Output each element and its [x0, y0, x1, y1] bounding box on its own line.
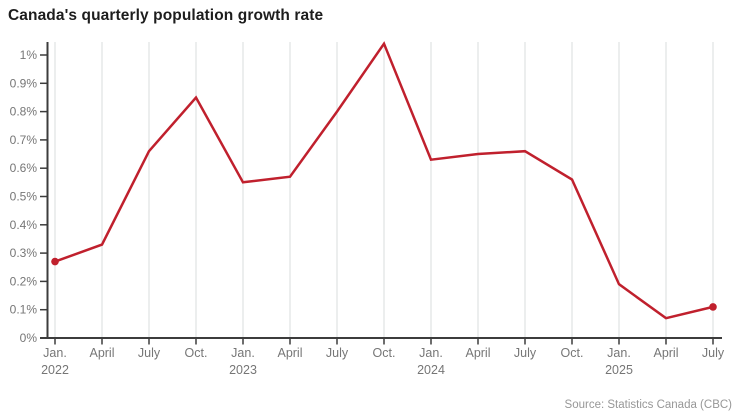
y-tick-label: 0.8% [10, 105, 38, 119]
x-tick-label: Jan. [231, 346, 255, 360]
x-tick-label: July [326, 346, 349, 360]
x-tick-label: Jan. [43, 346, 67, 360]
y-tick-label: 0.5% [10, 190, 38, 204]
x-tick-label: April [465, 346, 490, 360]
y-tick-label: 0.1% [10, 303, 38, 317]
y-tick-label: 0.7% [10, 133, 38, 147]
data-point-marker [51, 257, 59, 266]
x-year-label: 2023 [229, 363, 257, 377]
x-tick-label: Oct. [185, 346, 208, 360]
y-tick-label: 0.9% [10, 76, 38, 90]
y-tick-label: 0% [20, 331, 38, 345]
chart-title: Canada's quarterly population growth rat… [8, 7, 324, 24]
y-tick-label: 0.2% [10, 274, 38, 288]
x-tick-label: Jan. [419, 346, 443, 360]
x-tick-label: April [277, 346, 302, 360]
x-year-label: 2024 [417, 363, 445, 377]
y-tick-label: 1% [20, 48, 38, 62]
growth-rate-line [53, 41, 715, 320]
x-year-label: 2022 [41, 363, 69, 377]
data-point-marker [709, 303, 717, 311]
x-tick-label: July [138, 346, 161, 360]
x-tick-label: July [514, 346, 537, 360]
y-tick-label: 0.4% [10, 218, 38, 232]
x-tick-label: Jan. [607, 346, 631, 360]
x-tick-label: April [653, 346, 678, 360]
x-tick-label: Oct. [373, 346, 396, 360]
x-year-label: 2025 [605, 363, 633, 377]
y-tick-label: 0.3% [10, 246, 38, 260]
x-tick-label: Oct. [561, 346, 584, 360]
y-tick-label: 0.6% [10, 161, 38, 175]
x-tick-label: April [89, 346, 114, 360]
source-attribution: Source: Statistics Canada (CBC) [564, 399, 732, 411]
x-tick-label: July [702, 346, 725, 360]
